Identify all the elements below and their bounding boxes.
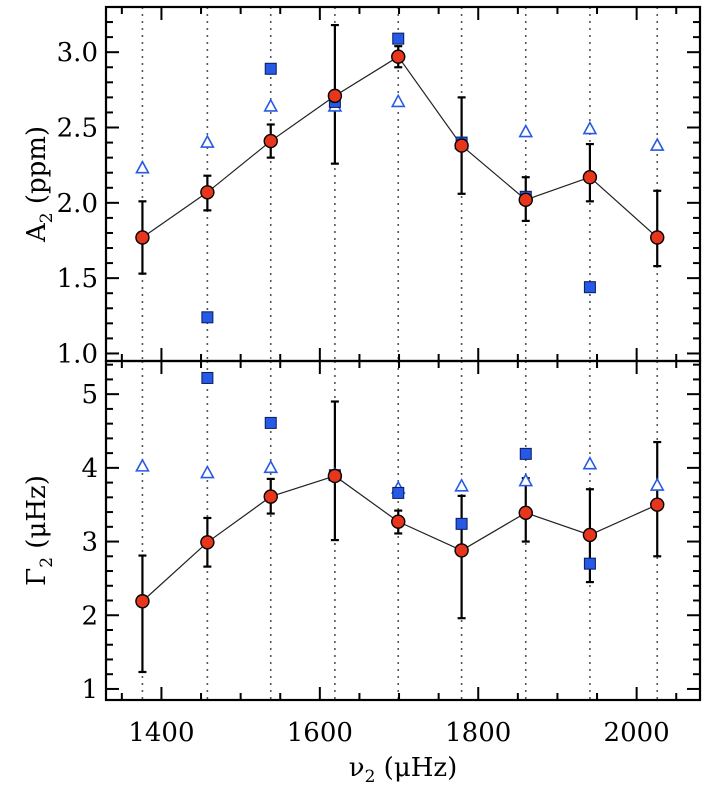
y-tick-label: 1.5 xyxy=(57,264,98,294)
triangle-point xyxy=(200,464,215,479)
square-point xyxy=(455,517,468,530)
circle-point xyxy=(518,505,533,521)
y-tick-label: 1.0 xyxy=(57,339,98,369)
triangle-point xyxy=(200,134,215,148)
triangle-point xyxy=(518,472,534,487)
circle-point xyxy=(391,49,406,64)
triangle-point xyxy=(390,93,406,108)
panel-frame xyxy=(104,359,702,702)
circle-point xyxy=(263,489,278,504)
circle-point xyxy=(650,230,665,245)
circle-point xyxy=(327,468,343,484)
circle-point xyxy=(327,88,343,104)
triangle-point xyxy=(263,98,279,112)
x-tick-label: 1600 xyxy=(287,718,353,748)
y-tick-label: 2 xyxy=(81,601,98,631)
y-tick-label: 3 xyxy=(81,528,98,558)
y-tick-label: 4 xyxy=(81,454,98,484)
circle-point xyxy=(582,527,598,543)
square-point xyxy=(583,281,596,294)
triangle-point xyxy=(582,120,598,135)
square-point xyxy=(583,557,596,570)
y-tick-label: 5 xyxy=(81,380,98,410)
y-axis-title: Γ2 (μHz) xyxy=(22,475,57,586)
triangle-point xyxy=(649,477,665,491)
square-point xyxy=(201,311,214,324)
circle-point xyxy=(518,192,533,208)
triangle-point xyxy=(582,456,598,470)
x-axis-title: ν2 (μHz) xyxy=(349,753,457,786)
circle-point xyxy=(200,535,215,550)
trend-line xyxy=(142,55,658,238)
panel-top: 1.0 1.5 2.0 2.5 3.0 A2 (ppm) xyxy=(22,5,702,369)
x-tick-label: 2000 xyxy=(604,718,670,748)
triangle-point xyxy=(649,137,665,151)
square-point xyxy=(392,32,405,45)
square-point xyxy=(201,371,214,384)
triangle-point xyxy=(263,459,279,474)
y-tick-label: 2.5 xyxy=(57,114,98,144)
square-point xyxy=(264,62,277,75)
circle-point xyxy=(391,514,406,529)
x-tick-label: 1800 xyxy=(445,718,511,748)
triangle-point xyxy=(518,123,534,138)
panel-bottom: 1 2 3 4 5 Γ2 (μHz) xyxy=(22,359,702,705)
triangle-point xyxy=(135,458,150,472)
circle-point xyxy=(200,185,215,200)
circle-point xyxy=(135,594,150,609)
circle-point xyxy=(263,133,278,149)
triangle-point xyxy=(454,478,469,492)
square-point xyxy=(264,416,277,429)
triangle-point xyxy=(135,160,150,174)
square-point xyxy=(519,447,532,460)
y-tick-label: 1 xyxy=(81,675,98,705)
y-tick-label: 2.0 xyxy=(57,189,98,219)
circle-point xyxy=(454,543,469,558)
circle-point xyxy=(650,497,665,512)
square-point xyxy=(392,486,405,499)
circle-point xyxy=(582,170,598,185)
x-tick-label: 1400 xyxy=(128,718,194,748)
circle-point xyxy=(454,138,469,153)
circle-point xyxy=(135,230,150,245)
y-tick-label: 3.0 xyxy=(57,38,98,68)
y-axis-title: A2 (ppm) xyxy=(22,126,57,243)
